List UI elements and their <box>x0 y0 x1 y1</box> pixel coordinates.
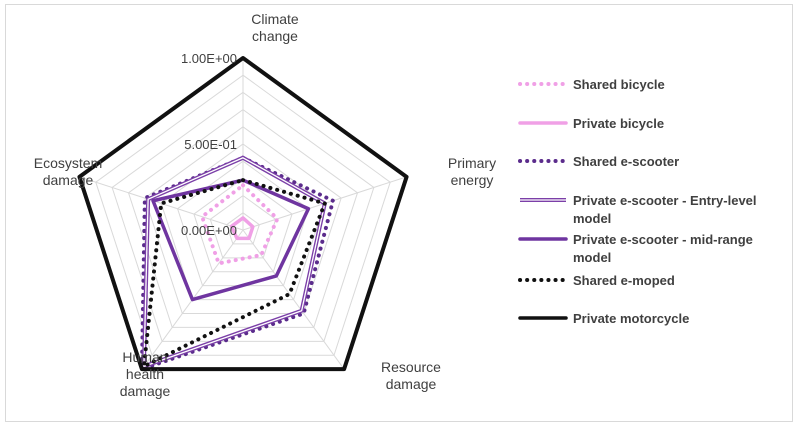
legend-label: Private motorcycle <box>573 311 689 326</box>
legend-item-7: Private motorcycle <box>518 311 689 326</box>
grid-ring <box>160 143 326 301</box>
legend-label: Shared bicycle <box>573 77 665 92</box>
grid-ring <box>226 212 260 245</box>
axis-label-3: Resource damage <box>381 359 441 392</box>
legend-item-2: Private bicycle <box>518 116 664 131</box>
axis-label-2: Primary energy <box>448 155 496 188</box>
legend-label: Shared e-scooter <box>573 154 679 169</box>
grid-ring <box>95 74 391 356</box>
axis-label-5: Ecosystem damage <box>34 155 102 188</box>
radar-series <box>77 56 409 372</box>
radial-tick-labels: 1.00E+00 5.00E-01 0.00E+00 <box>181 51 237 238</box>
grid-ring <box>127 108 359 328</box>
grid-ring <box>193 177 293 273</box>
tick-label: 5.00E-01 <box>184 137 237 152</box>
legend: Shared bicycle Private bicycle Shared e-sc… <box>518 77 757 326</box>
grid-spoke <box>79 176 244 231</box>
legend-item-5: Private e-scooter - mid-range model <box>518 232 753 265</box>
series-shared-e-moped <box>141 178 327 369</box>
series-private-bicycle <box>229 216 255 241</box>
legend-label: Private e-scooter - Entry-level model <box>573 193 757 226</box>
legend-item-6: Shared e-moped <box>518 273 675 288</box>
legend-item-3: Shared e-scooter <box>518 154 679 169</box>
grid-ring <box>111 91 375 342</box>
legend-item-1: Shared bicycle <box>518 77 665 92</box>
axis-labels: Climate change Primary energy Resource damage… <box>34 11 496 399</box>
series-private-e-scooter-entry-level-model-inner <box>143 157 326 368</box>
grid-spoke <box>242 229 345 370</box>
legend-label: Shared e-moped <box>573 273 675 288</box>
series-private-e-scooter-mid-range-model <box>151 178 311 302</box>
series-private-motorcycle <box>77 56 409 372</box>
grid-ring <box>144 126 342 314</box>
axis-label-4: Human health damage <box>120 349 171 399</box>
chart-frame <box>5 4 793 422</box>
legend-label: Private e-scooter - mid-range model <box>573 232 753 265</box>
axis-label-1: Climate change <box>251 11 299 44</box>
legend-item-4: Private e-scooter - Entry-level model <box>520 193 757 226</box>
tick-label: 0.00E+00 <box>181 223 237 238</box>
legend-label: Private bicycle <box>573 116 664 131</box>
tick-label: 1.00E+00 <box>181 51 237 66</box>
